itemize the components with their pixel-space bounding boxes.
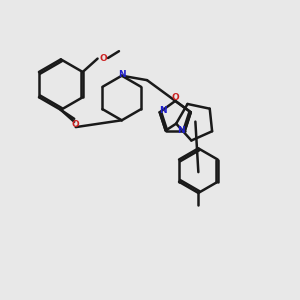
Text: O: O: [72, 120, 80, 129]
Text: N: N: [118, 70, 126, 79]
Text: O: O: [171, 93, 179, 102]
Text: N: N: [178, 126, 185, 135]
Text: O: O: [99, 53, 107, 62]
Text: N: N: [160, 106, 167, 115]
